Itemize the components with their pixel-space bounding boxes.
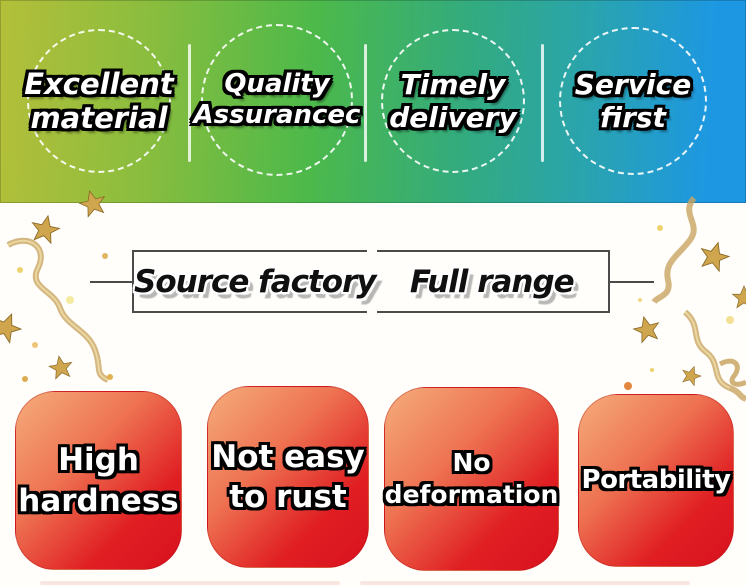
feature-card-no-deformation: No deformation [384, 387, 559, 571]
ribbon-icon [6, 237, 110, 383]
feature-label: Portability [582, 464, 731, 498]
label-line: material [30, 101, 168, 135]
label-line: Service [574, 67, 692, 101]
label-line: delivery [389, 101, 517, 134]
banner-divider [541, 44, 544, 162]
feature-label: High hardness [18, 440, 178, 521]
label-line: High [58, 442, 139, 479]
banner-divider [188, 44, 191, 162]
headline-source-factory: Source factory [134, 263, 377, 300]
selling-point-label: Timely delivery [389, 68, 517, 134]
headline-left-half: Source factory [134, 263, 377, 300]
feature-label: Not easy to rust [211, 437, 364, 518]
ribbon-icon [651, 196, 746, 402]
selling-point-label: Service first [575, 68, 691, 134]
banner-divider [364, 44, 367, 162]
feature-label: No deformation [385, 447, 559, 512]
headline-box: Source factory Full range [132, 249, 610, 314]
selling-point-label: Quality Assurancec [194, 69, 361, 130]
label-line: Excellent [24, 66, 174, 101]
border-gap [367, 310, 377, 314]
selling-point-circle-quality-assurance: Quality Assurancec [194, 24, 360, 176]
selling-point-label: Excellent material [24, 67, 173, 135]
connector-line-left [90, 281, 132, 283]
label-line: to rust [229, 479, 347, 515]
feature-card-portability: Portability [578, 394, 734, 567]
connector-line-right [610, 281, 654, 283]
headline-full-range: Full range [409, 263, 575, 300]
label-line: hardness [18, 482, 179, 519]
feature-card-not-easy-to-rust: Not easy to rust [207, 386, 369, 568]
border-gap [367, 249, 377, 253]
selling-point-circle-timely-delivery: Timely delivery [381, 29, 525, 173]
label-line: Not easy [211, 438, 365, 475]
feature-card-high-hardness: High hardness [15, 391, 182, 570]
label-line: deformation [384, 480, 559, 509]
page-bottom-edge [360, 581, 690, 585]
headline-right-half: Full range [376, 264, 608, 300]
label-line: No [452, 447, 491, 477]
label-line: first [600, 101, 666, 134]
label-line: Timely [400, 67, 506, 101]
label-line: Portability [581, 464, 731, 495]
label-line: Quality [224, 69, 330, 100]
top-banner: Excellent material Quality Assurancec Ti… [0, 0, 746, 203]
label-line: Assurancec [193, 100, 361, 130]
page-bottom-edge [40, 581, 340, 585]
selling-point-circle-service-first: Service first [559, 27, 707, 175]
selling-point-circle-excellent-material: Excellent material [24, 29, 174, 173]
